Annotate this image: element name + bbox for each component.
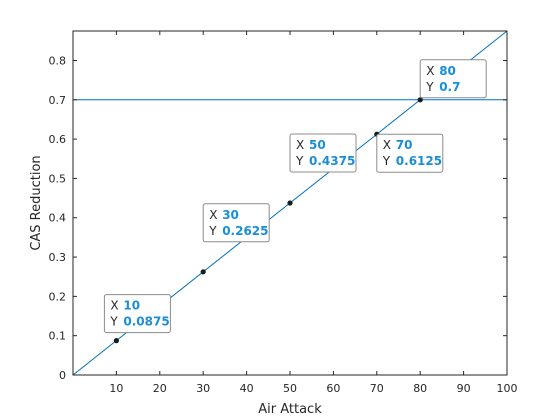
datatip-x-value: 30: [222, 208, 239, 222]
datatip-box: [103, 294, 171, 334]
y-tick-label: 0.2: [49, 290, 67, 303]
x-tick-label: 20: [153, 382, 167, 395]
x-tick-label: 50: [283, 382, 297, 395]
datatip-y-value: 0.2625: [222, 224, 268, 238]
x-tick-label: 100: [497, 382, 518, 395]
y-tick-label: 0.7: [49, 94, 67, 107]
x-tick-label: 30: [196, 382, 210, 395]
datatip-y-key: Y: [425, 80, 434, 94]
x-tick-label: 90: [457, 382, 471, 395]
datatip-y-value: 0.7: [439, 80, 460, 94]
datatip-x-key: X: [383, 138, 391, 152]
datatip-box: [202, 203, 270, 243]
y-axis-label: CAS Reduction: [29, 155, 44, 250]
datatip[interactable]: X 30 Y 0.2625: [202, 203, 270, 243]
datatip[interactable]: X 80 Y 0.7: [419, 59, 487, 99]
x-tick-label: 40: [240, 382, 254, 395]
datatip-box: [376, 133, 444, 173]
y-tick-label: 0.4: [49, 212, 67, 225]
datatip-y-value: 0.0875: [123, 315, 169, 329]
x-tick-label: 80: [413, 382, 427, 395]
y-tick-label: 0.8: [49, 54, 67, 67]
datatip-x-value: 70: [396, 138, 413, 152]
datatip-y-key: Y: [208, 224, 217, 238]
datatip-y-key: Y: [382, 154, 391, 168]
datatip-box: [289, 133, 357, 173]
y-tick-label: 0.1: [49, 330, 67, 343]
y-tick-label: 0.3: [49, 251, 67, 264]
x-tick-label: 70: [370, 382, 384, 395]
datatip[interactable]: X 10 Y 0.0875: [103, 294, 171, 334]
x-axis-label: Air Attack: [258, 402, 322, 417]
datatip-y-key: Y: [109, 315, 118, 329]
x-tick-label: 10: [109, 382, 123, 395]
datatip-y-key: Y: [295, 154, 304, 168]
y-tick-label: 0.5: [49, 172, 67, 185]
datatip-x-key: X: [296, 138, 304, 152]
y-tick-label: 0.6: [49, 133, 67, 146]
datatip[interactable]: X 50 Y 0.4375: [289, 133, 357, 173]
data-point-marker[interactable]: [200, 269, 206, 275]
datatip-box: [419, 59, 487, 99]
data-point-marker[interactable]: [417, 97, 423, 103]
datatip-x-key: X: [110, 299, 118, 313]
x-tick-label: 60: [326, 382, 340, 395]
data-point-marker[interactable]: [113, 338, 119, 344]
y-tick-label: 0: [59, 369, 66, 382]
datatip-x-key: X: [209, 208, 217, 222]
datatip-x-value: 50: [309, 138, 326, 152]
datatip-x-key: X: [426, 64, 434, 78]
datatip-x-value: 10: [123, 299, 140, 313]
datatip[interactable]: X 70 Y 0.6125: [376, 133, 444, 173]
datatip-y-value: 0.4375: [309, 154, 355, 168]
datatip-y-value: 0.6125: [396, 154, 442, 168]
datatip-x-value: 80: [439, 64, 456, 78]
data-point-marker[interactable]: [287, 200, 293, 206]
